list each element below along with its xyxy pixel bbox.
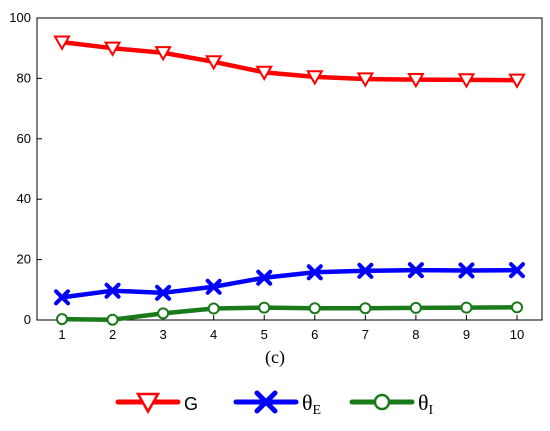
legend-label-base: θ xyxy=(302,390,313,415)
x-tick-label: 6 xyxy=(311,327,318,342)
data-point-theta-e xyxy=(104,282,121,299)
data-point-g xyxy=(103,41,122,57)
x-tick-label: 10 xyxy=(510,327,524,342)
x-tick-label: 8 xyxy=(412,327,419,342)
x-tick-label: 3 xyxy=(159,327,166,342)
data-point-theta-e xyxy=(155,284,172,301)
legend-label-subscript: I xyxy=(429,403,434,418)
legend-item-theta-i: θI xyxy=(349,390,434,418)
legend-label: θE xyxy=(302,390,321,418)
data-point-g xyxy=(457,73,476,89)
data-point-g xyxy=(407,73,425,89)
data-point-g xyxy=(204,55,223,71)
legend-marker xyxy=(135,392,161,415)
data-point-theta-e xyxy=(54,289,70,306)
plot-frame xyxy=(36,17,543,321)
axis-layer: 0 20 40 60 80 100 1 2 3 4 5 6 7 8 9 10 xyxy=(9,10,524,342)
data-point-theta-e xyxy=(458,262,475,279)
data-point-g xyxy=(255,65,273,82)
x-tick-label: 5 xyxy=(261,327,268,342)
data-point-theta-i xyxy=(359,302,372,315)
legend-label-base: θ xyxy=(418,390,429,415)
legend-item-theta-e: θE xyxy=(233,390,321,418)
data-point-theta-e xyxy=(256,269,273,286)
data-point-g xyxy=(53,35,71,51)
series-theta-e xyxy=(54,262,525,306)
y-tick-label: 60 xyxy=(17,131,31,146)
data-point-theta-i xyxy=(460,301,473,314)
data-point-theta-i xyxy=(157,307,170,320)
y-tick-label: 80 xyxy=(17,70,31,85)
y-tick-label: 0 xyxy=(24,312,31,327)
x-tick-label: 2 xyxy=(109,327,116,342)
panel-label: (c) xyxy=(265,347,285,368)
x-tick-label: 1 xyxy=(58,327,65,342)
data-point-g xyxy=(356,72,375,88)
x-tick-label: 7 xyxy=(362,327,369,342)
series-theta-i xyxy=(56,301,523,326)
legend-label: G xyxy=(184,394,198,414)
data-point-theta-i xyxy=(56,313,68,326)
series-g xyxy=(53,35,526,89)
data-point-theta-i xyxy=(258,301,271,314)
data-point-g xyxy=(306,70,324,86)
data-point-g xyxy=(154,46,172,62)
data-point-theta-e xyxy=(509,262,525,279)
x-tick-label: 9 xyxy=(463,327,470,342)
data-point-g xyxy=(508,73,526,89)
data-point-theta-e xyxy=(407,262,424,279)
legend-label: θI xyxy=(418,390,434,418)
data-point-theta-e xyxy=(306,264,323,281)
data-point-theta-i xyxy=(106,313,119,326)
y-tick-label: 100 xyxy=(9,10,31,25)
data-point-theta-i xyxy=(308,302,321,315)
legend-marker xyxy=(254,390,278,414)
y-tick-label: 20 xyxy=(17,252,31,267)
legend-marker xyxy=(373,393,391,411)
data-point-theta-i xyxy=(409,301,422,314)
data-point-theta-i xyxy=(511,301,523,314)
legend-label-subscript: E xyxy=(313,403,322,418)
data-point-theta-i xyxy=(207,302,220,315)
y-tick-label: 40 xyxy=(17,191,31,206)
series-line-g xyxy=(59,39,520,83)
series-line-theta-i xyxy=(59,305,520,322)
x-tick-label: 4 xyxy=(210,327,217,342)
data-point-theta-e xyxy=(357,262,374,279)
series-layer xyxy=(53,35,526,326)
series-line-theta-e xyxy=(59,267,520,300)
data-point-theta-e xyxy=(205,278,222,295)
legend-item-g: G xyxy=(115,392,198,415)
